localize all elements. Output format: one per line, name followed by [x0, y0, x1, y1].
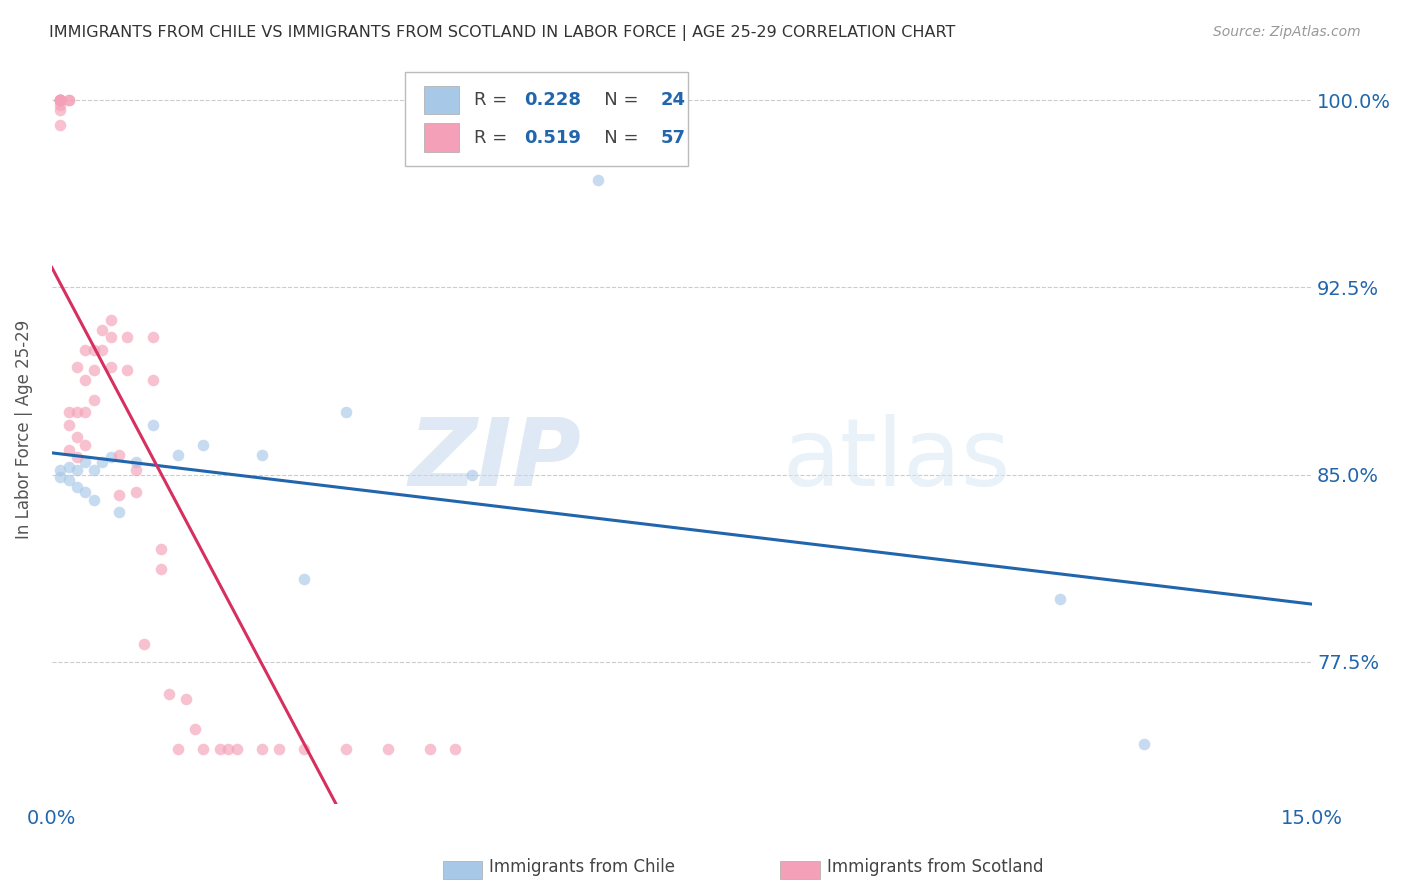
Point — [58, 417, 80, 432]
Point — [66, 462, 89, 476]
Text: N =: N = — [588, 91, 645, 109]
Point — [377, 742, 399, 756]
Point — [83, 462, 105, 476]
Point — [83, 343, 105, 357]
Point — [83, 362, 105, 376]
Text: N =: N = — [588, 128, 645, 146]
Point — [191, 742, 214, 756]
Text: Immigrants from Chile: Immigrants from Chile — [489, 858, 675, 876]
Point — [108, 505, 131, 519]
Bar — [423, 86, 458, 114]
Point — [157, 687, 180, 701]
Point — [125, 455, 148, 469]
Point — [66, 430, 89, 444]
Bar — [423, 123, 458, 152]
Text: 24: 24 — [661, 91, 686, 109]
Point — [117, 362, 139, 376]
Point — [100, 312, 122, 326]
Point — [225, 742, 247, 756]
Point — [58, 460, 80, 475]
Point — [49, 93, 72, 107]
Point — [419, 742, 441, 756]
Y-axis label: In Labor Force | Age 25-29: In Labor Force | Age 25-29 — [15, 320, 32, 540]
Point — [100, 360, 122, 375]
Point — [134, 637, 156, 651]
Point — [142, 373, 165, 387]
Text: ZIP: ZIP — [408, 414, 581, 506]
Text: IMMIGRANTS FROM CHILE VS IMMIGRANTS FROM SCOTLAND IN LABOR FORCE | AGE 25-29 COR: IMMIGRANTS FROM CHILE VS IMMIGRANTS FROM… — [49, 25, 956, 41]
Point — [100, 450, 122, 464]
Point — [174, 692, 197, 706]
Text: 0.228: 0.228 — [524, 91, 582, 109]
Point — [49, 93, 72, 107]
Point — [166, 448, 188, 462]
Point — [91, 455, 114, 469]
Point — [292, 742, 315, 756]
Point — [108, 487, 131, 501]
Point — [75, 405, 97, 419]
Point — [267, 742, 290, 756]
Point — [117, 330, 139, 344]
Point — [125, 485, 148, 500]
Point — [1133, 737, 1156, 751]
Point — [58, 93, 80, 107]
Text: Immigrants from Scotland: Immigrants from Scotland — [827, 858, 1043, 876]
Point — [108, 448, 131, 462]
Point — [142, 330, 165, 344]
Point — [49, 462, 72, 476]
Point — [75, 437, 97, 451]
Point — [149, 542, 172, 557]
Point — [292, 573, 315, 587]
Point — [49, 470, 72, 484]
Point — [75, 343, 97, 357]
Point — [217, 742, 239, 756]
Point — [91, 343, 114, 357]
Point — [83, 492, 105, 507]
FancyBboxPatch shape — [405, 72, 689, 166]
Point — [586, 173, 609, 187]
Point — [49, 118, 72, 132]
Point — [444, 742, 467, 756]
Point — [142, 417, 165, 432]
Point — [100, 330, 122, 344]
Point — [91, 323, 114, 337]
Text: atlas: atlas — [783, 414, 1011, 506]
Point — [461, 467, 484, 482]
Text: 0.519: 0.519 — [524, 128, 581, 146]
Point — [166, 742, 188, 756]
Point — [66, 450, 89, 464]
Point — [191, 437, 214, 451]
Point — [1049, 592, 1071, 607]
Point — [335, 405, 357, 419]
Point — [49, 93, 72, 107]
Point — [66, 360, 89, 375]
Point — [49, 93, 72, 107]
Point — [75, 455, 97, 469]
Point — [49, 93, 72, 107]
Point — [83, 392, 105, 407]
Text: 57: 57 — [661, 128, 686, 146]
Text: Source: ZipAtlas.com: Source: ZipAtlas.com — [1213, 25, 1361, 39]
Point — [183, 722, 205, 736]
Point — [250, 448, 273, 462]
Point — [49, 93, 72, 107]
Point — [149, 562, 172, 576]
Point — [66, 480, 89, 494]
Point — [75, 485, 97, 500]
Point — [49, 103, 72, 117]
Point — [49, 98, 72, 112]
Point — [125, 462, 148, 476]
Point — [208, 742, 231, 756]
Point — [58, 93, 80, 107]
Point — [75, 373, 97, 387]
Text: R =: R = — [474, 128, 513, 146]
Text: R =: R = — [474, 91, 513, 109]
Point — [49, 93, 72, 107]
Point — [58, 473, 80, 487]
Point — [58, 405, 80, 419]
Point — [335, 742, 357, 756]
Point — [250, 742, 273, 756]
Point — [58, 442, 80, 457]
Point — [66, 405, 89, 419]
